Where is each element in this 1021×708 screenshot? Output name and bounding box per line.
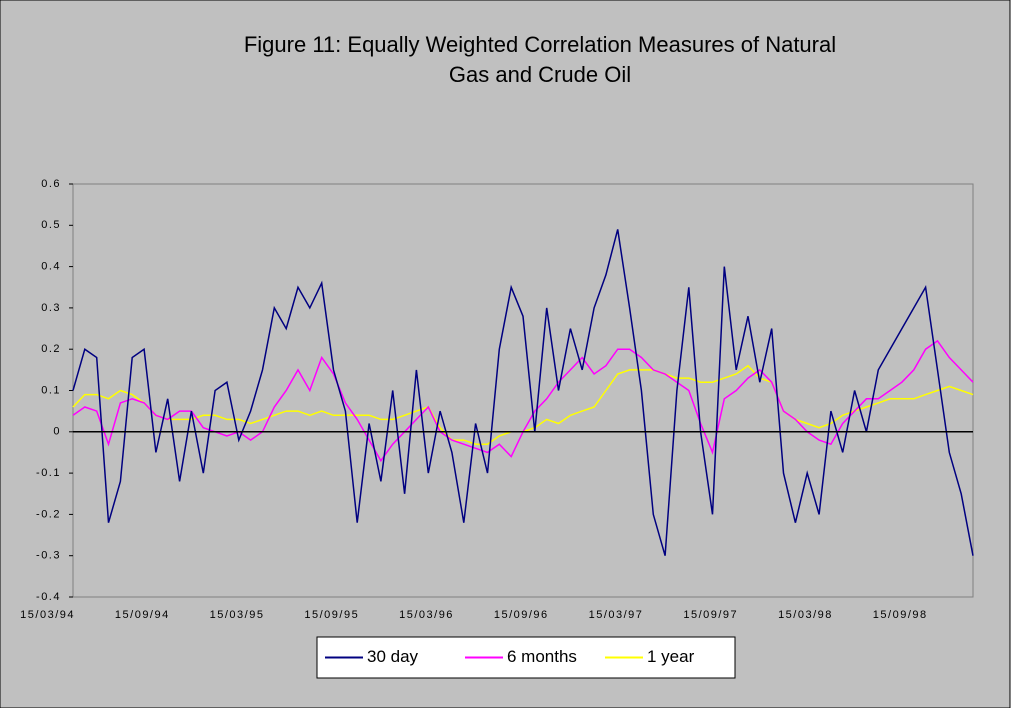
y-tick-label: 0.1: [41, 384, 61, 396]
y-tick-label: 0.4: [41, 261, 61, 273]
plot-area: [72, 183, 974, 598]
y-tick-label: 0.5: [41, 219, 61, 231]
line-series: [72, 229, 974, 556]
x-tick-label: 15/03/94: [20, 609, 75, 621]
legend-label: 1 year: [647, 647, 695, 666]
x-tick-label: 15/09/95: [304, 609, 359, 621]
y-tick-label: -0.4: [36, 591, 61, 603]
chart-title: Figure 11: Equally Weighted Correlation …: [243, 32, 837, 87]
legend-box: [316, 636, 736, 679]
y-tick-label: -0.2: [36, 508, 61, 520]
y-tick-label: 0.3: [41, 302, 61, 314]
x-tick-label: 15/03/97: [589, 609, 644, 621]
y-tick-label: -0.3: [36, 550, 61, 562]
x-tick-label: 15/09/96: [494, 609, 549, 621]
y-tick-label: 0.6: [41, 178, 61, 190]
x-tick-label: 15/09/97: [683, 609, 738, 621]
y-tick-label: 0: [53, 426, 61, 438]
x-tick-label: 15/09/98: [873, 609, 928, 621]
y-tick-label: -0.1: [36, 467, 61, 479]
x-tick-label: 15/09/94: [115, 609, 170, 621]
y-tick-label: 0.2: [41, 343, 61, 355]
x-tick-label: 15/03/95: [210, 609, 265, 621]
legend-label: 6 months: [507, 647, 577, 666]
legend-label: 30 day: [367, 647, 419, 666]
x-tick-label: 15/03/98: [778, 609, 833, 621]
x-tick-label: 15/03/96: [399, 609, 454, 621]
